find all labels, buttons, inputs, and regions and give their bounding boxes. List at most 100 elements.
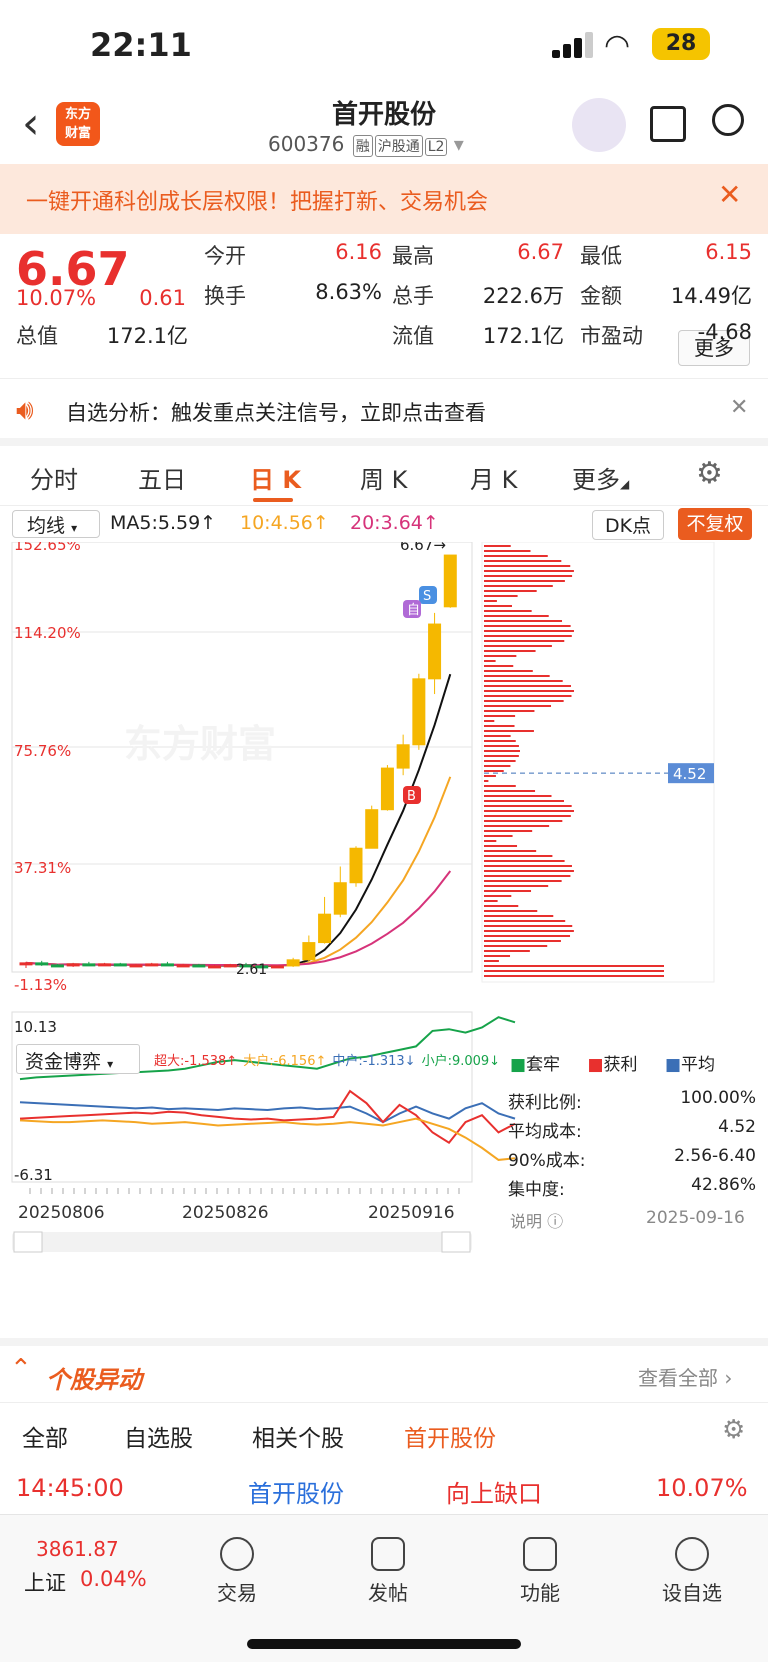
fund-ymax: 10.13 — [14, 1018, 57, 1036]
candle — [380, 767, 394, 811]
tab-daily-k[interactable]: 日 K — [250, 466, 301, 494]
chip-note[interactable]: 说明 ⓘ — [510, 1212, 564, 1231]
fund-line — [19, 1089, 516, 1145]
stock-title: 首开股份 — [331, 100, 436, 130]
main-chart-frame — [11, 542, 473, 973]
signal-icon — [552, 32, 593, 58]
gear-icon[interactable]: ⚙ — [722, 1415, 746, 1445]
search-icon[interactable] — [712, 104, 744, 136]
candle — [129, 964, 143, 968]
range-scrollbar[interactable] — [12, 1232, 472, 1252]
more-button[interactable]: 更多 — [678, 330, 750, 366]
y-axis-label: -1.13% — [14, 976, 67, 994]
close-icon[interactable]: ✕ — [730, 395, 749, 420]
fund-line — [19, 1101, 516, 1124]
signal-marker[interactable] — [419, 586, 437, 604]
quote-value: 6.16 — [335, 240, 382, 264]
date-label: 20250916 — [368, 1203, 455, 1223]
signal-marker[interactable] — [403, 786, 421, 804]
chip-row-value: 4.52 — [718, 1117, 756, 1137]
filter-watchlist[interactable]: 自选股 — [124, 1426, 193, 1452]
candle — [223, 964, 237, 968]
alert-filters: 全部 自选股 相关个股 首开股份 ⚙ — [0, 1402, 768, 1464]
chip-row-label: 平均成本: — [508, 1122, 582, 1142]
alert-stock[interactable]: 首开股份 — [248, 1480, 344, 1508]
ma-type-select[interactable]: 均线 ▾ — [12, 510, 100, 538]
quote-value: 14.49亿 — [670, 284, 752, 308]
stock-code-row: 600376 融沪股通 L2 ▾ — [268, 132, 464, 157]
candle — [160, 963, 174, 967]
scroll-handle-left[interactable] — [13, 1231, 43, 1253]
nav-functions[interactable]: 功能 — [500, 1537, 580, 1606]
nav-post[interactable]: 发帖 — [348, 1537, 428, 1606]
last-price-label: 6.67→ — [400, 542, 446, 554]
no-adjust-button[interactable]: 不复权 — [678, 508, 752, 540]
view-all-link[interactable]: 查看全部 › — [638, 1366, 733, 1390]
fund-legend-item: 小户:9.009↓ — [421, 1054, 501, 1069]
tab-five-day[interactable]: 五日 — [138, 466, 186, 494]
y-axis-label: 152.65% — [14, 542, 81, 554]
tab-monthly-k[interactable]: 月 K — [470, 466, 518, 494]
edit-icon — [371, 1537, 405, 1571]
scroll-handle-right[interactable] — [441, 1231, 471, 1253]
tag-margin: 融 — [352, 135, 373, 157]
wifi-icon: ◠ — [604, 28, 631, 63]
filter-all[interactable]: 全部 — [22, 1426, 68, 1452]
nav-trade[interactable]: 交易 — [197, 1537, 277, 1606]
gear-icon[interactable]: ⚙ — [696, 456, 723, 491]
candle — [318, 913, 332, 944]
quote-label: 最低 — [580, 244, 622, 268]
notice-bar[interactable]: 🔊︎ 自选分析：触发重点关注信号，立即点击查看 ✕ — [0, 378, 768, 446]
alert-type: 向上缺口 — [446, 1480, 542, 1508]
tab-underline — [253, 498, 293, 502]
tab-more[interactable]: 更多◢ — [572, 466, 630, 494]
y-axis-label: 37.31% — [14, 859, 71, 877]
close-icon[interactable]: ✕ — [718, 178, 742, 211]
chip-row: 获利比例: 100.00% — [508, 1088, 756, 1117]
fund-indicator-select[interactable]: 资金博弈 ▾ — [16, 1044, 140, 1074]
collapse-icon[interactable]: ⌃ — [10, 1354, 32, 1384]
kline-chart[interactable]: 东方财富 152.65% 114.20% 75.76% 37.31% -1.13% 6.67… — [0, 542, 768, 1312]
grid-icon — [523, 1537, 557, 1571]
clock: 22:11 — [90, 26, 192, 64]
promo-banner[interactable]: 一键开通科创成长层权限！把握打新、交易机会 ✕ — [0, 164, 768, 234]
back-icon[interactable]: ‹ — [22, 98, 40, 149]
filter-related[interactable]: 相关个股 — [252, 1426, 344, 1452]
chip-frame — [481, 542, 715, 983]
candle — [145, 963, 159, 967]
alert-row[interactable]: 14:45:00 首开股份 向上缺口 10.07% — [0, 1466, 768, 1518]
quote-label: 换手 — [204, 284, 246, 308]
tag-level2: L2 — [424, 138, 448, 156]
ma20-line — [25, 870, 452, 967]
candle — [192, 964, 206, 968]
stock-alert-section: ⌃ 个股异动 查看全部 › — [0, 1338, 768, 1400]
signal-marker[interactable] — [403, 600, 421, 618]
index-value[interactable]: 3861.87 — [36, 1537, 119, 1561]
app-logo: 东方 财富 — [56, 102, 100, 146]
chip-row: 平均成本: 4.52 — [508, 1117, 756, 1146]
tab-weekly-k[interactable]: 周 K — [360, 466, 408, 494]
ma20-value: 20:3.64↑ — [350, 512, 439, 534]
candle — [208, 965, 222, 969]
share-icon[interactable] — [650, 106, 686, 142]
fund-chart-frame — [11, 1011, 473, 1183]
tab-intraday[interactable]: 分时 — [30, 466, 78, 494]
quote-value: -4.68 — [697, 320, 752, 344]
candle — [255, 965, 269, 969]
filter-this-stock[interactable]: 首开股份 — [404, 1426, 496, 1452]
candle — [443, 554, 457, 608]
candle — [98, 963, 112, 967]
dk-point-button[interactable]: DK点 — [592, 510, 664, 540]
chip-row-value: 2.56-6.40 — [674, 1146, 756, 1166]
assistant-robot-icon[interactable] — [572, 98, 626, 152]
candle — [176, 964, 190, 968]
tag-connect: 沪股通 — [374, 135, 423, 157]
signal-marker-label: 自 — [407, 603, 420, 618]
nav-add-watchlist[interactable]: 设自选 — [652, 1537, 732, 1606]
candle — [365, 809, 379, 849]
stock-code: 600376 — [268, 132, 345, 156]
period-tabs: 分时 五日 日 K 周 K 月 K 更多◢ ⚙ — [0, 446, 768, 506]
chip-info: 获利比例: 100.00% 平均成本: 4.52 90%成本: 2.56-6.40 集中度:… — [508, 1088, 756, 1204]
quote-value: 8.63% — [315, 280, 382, 304]
fund-legend-item: 大户:-6.156↑ — [243, 1054, 327, 1069]
